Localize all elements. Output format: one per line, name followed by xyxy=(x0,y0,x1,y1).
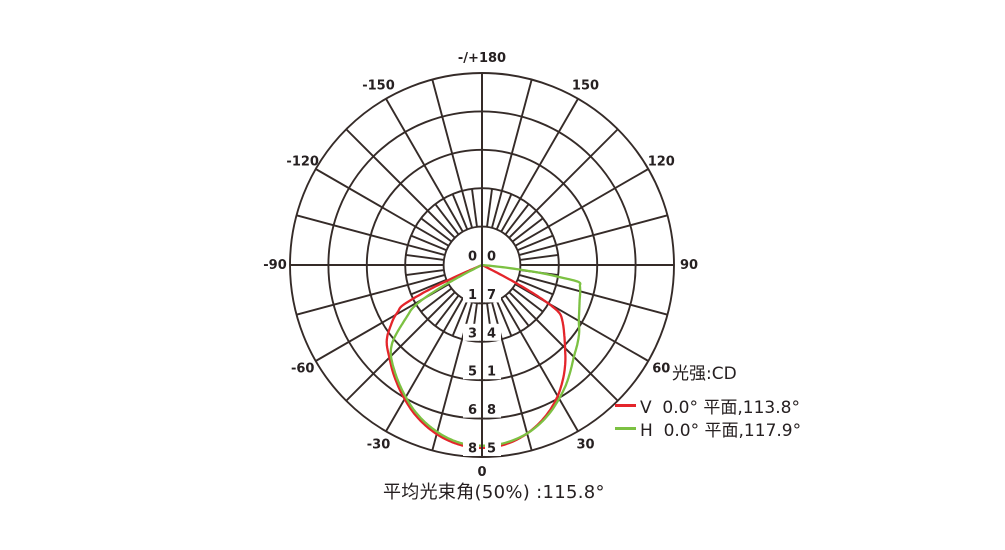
angle-label: -120 xyxy=(286,155,319,170)
grid-minor-spoke xyxy=(517,278,554,296)
legend-item-v-label: V 0.0° 平面,113.8° xyxy=(640,398,800,418)
radial-tick-label: 5 xyxy=(468,365,477,380)
radial-tick-label: 0 xyxy=(487,250,496,265)
tick-knockout xyxy=(463,285,479,303)
tick-knockout xyxy=(485,362,501,380)
radial-tick-label: 5 xyxy=(487,442,496,457)
tick-knockout xyxy=(485,323,501,341)
grid-minor-spoke xyxy=(495,300,513,337)
angle-label: -30 xyxy=(367,437,391,452)
tick-knockout xyxy=(463,323,479,341)
grid-spoke xyxy=(385,297,464,432)
grid-minor-spoke xyxy=(451,300,469,337)
grid-minor-spoke xyxy=(471,188,478,228)
grid-spoke xyxy=(296,214,446,256)
angle-label: -60 xyxy=(291,362,315,377)
grid-spoke xyxy=(500,98,579,233)
grid-spoke xyxy=(508,128,619,239)
legend-item-v: V 0.0° 平面,113.8° xyxy=(615,394,895,418)
grid-minor-spoke xyxy=(504,294,530,327)
angle-label: 0 xyxy=(477,465,486,480)
radial-tick-label: 0 xyxy=(468,250,477,265)
grid-minor-spoke xyxy=(511,287,544,313)
grid-spoke xyxy=(508,291,619,402)
grid-spoke xyxy=(431,79,473,229)
grid-spoke xyxy=(345,291,456,402)
angle-label: 60 xyxy=(652,362,670,377)
grid-minor-spoke xyxy=(410,278,447,296)
grid-minor-spoke xyxy=(405,254,445,261)
angle-label: -90 xyxy=(263,258,287,273)
grid-spoke xyxy=(345,128,456,239)
grid-spoke xyxy=(518,274,668,316)
radial-tick-label: 1 xyxy=(487,365,496,380)
grid-minor-spoke xyxy=(519,254,559,261)
legend-title: 光强:CD xyxy=(672,364,737,384)
grid-spoke xyxy=(385,98,464,233)
grid-spoke xyxy=(500,297,579,432)
angle-label: 30 xyxy=(576,437,594,452)
grid-minor-spoke xyxy=(405,269,445,276)
radial-tick-label: 8 xyxy=(468,442,477,457)
radial-tick-label: 1 xyxy=(468,288,477,303)
tick-knockout xyxy=(463,247,479,264)
grid-minor-spoke xyxy=(511,217,544,243)
legend: 光强:CD V 0.0° 平面,113.8° H 0.0° 平面,117.9° xyxy=(615,359,895,441)
angle-label: 150 xyxy=(572,79,599,94)
h-series-swatch xyxy=(615,427,636,430)
grid-minor-spoke xyxy=(495,193,513,230)
grid-spoke xyxy=(518,214,668,256)
grid-minor-spoke xyxy=(517,234,554,252)
tick-knockout xyxy=(485,247,501,264)
angle-label: -/+180 xyxy=(458,51,506,66)
tick-knockout xyxy=(463,362,479,380)
tick-knockout xyxy=(463,439,479,456)
angle-label: 120 xyxy=(648,155,675,170)
grid-minor-spoke xyxy=(451,193,469,230)
grid-spoke xyxy=(514,168,649,247)
grid-minor-spoke xyxy=(410,234,447,252)
grid-minor-spoke xyxy=(434,203,460,236)
tick-knockout xyxy=(485,439,501,456)
angle-label: -150 xyxy=(362,79,395,94)
legend-item-h-label: H 0.0° 平面,117.9° xyxy=(640,421,802,441)
grid-minor-spoke xyxy=(504,203,530,236)
radial-tick-label: 6 xyxy=(468,403,477,418)
tick-knockout xyxy=(485,285,501,303)
average-beam-angle-text: 平均光束角(50%) :115.8° xyxy=(383,482,605,503)
angle-label: 90 xyxy=(680,258,698,273)
radial-tick-label: 8 xyxy=(487,403,496,418)
grid-spoke xyxy=(315,168,450,247)
grid-minor-spoke xyxy=(420,287,453,313)
radial-tick-label: 3 xyxy=(468,326,477,341)
tick-knockout xyxy=(463,400,479,418)
legend-item-h: H 0.0° 平面,117.9° xyxy=(615,417,895,441)
v-series-swatch xyxy=(615,404,636,407)
grid-minor-spoke xyxy=(486,188,493,228)
grid-minor-spoke xyxy=(434,294,460,327)
tick-knockout xyxy=(485,400,501,418)
radial-tick-label: 4 xyxy=(487,326,496,341)
grid-spoke xyxy=(296,274,446,316)
radial-tick-label: 7 xyxy=(487,288,496,303)
grid-spoke xyxy=(491,79,533,229)
grid-minor-spoke xyxy=(420,217,453,243)
